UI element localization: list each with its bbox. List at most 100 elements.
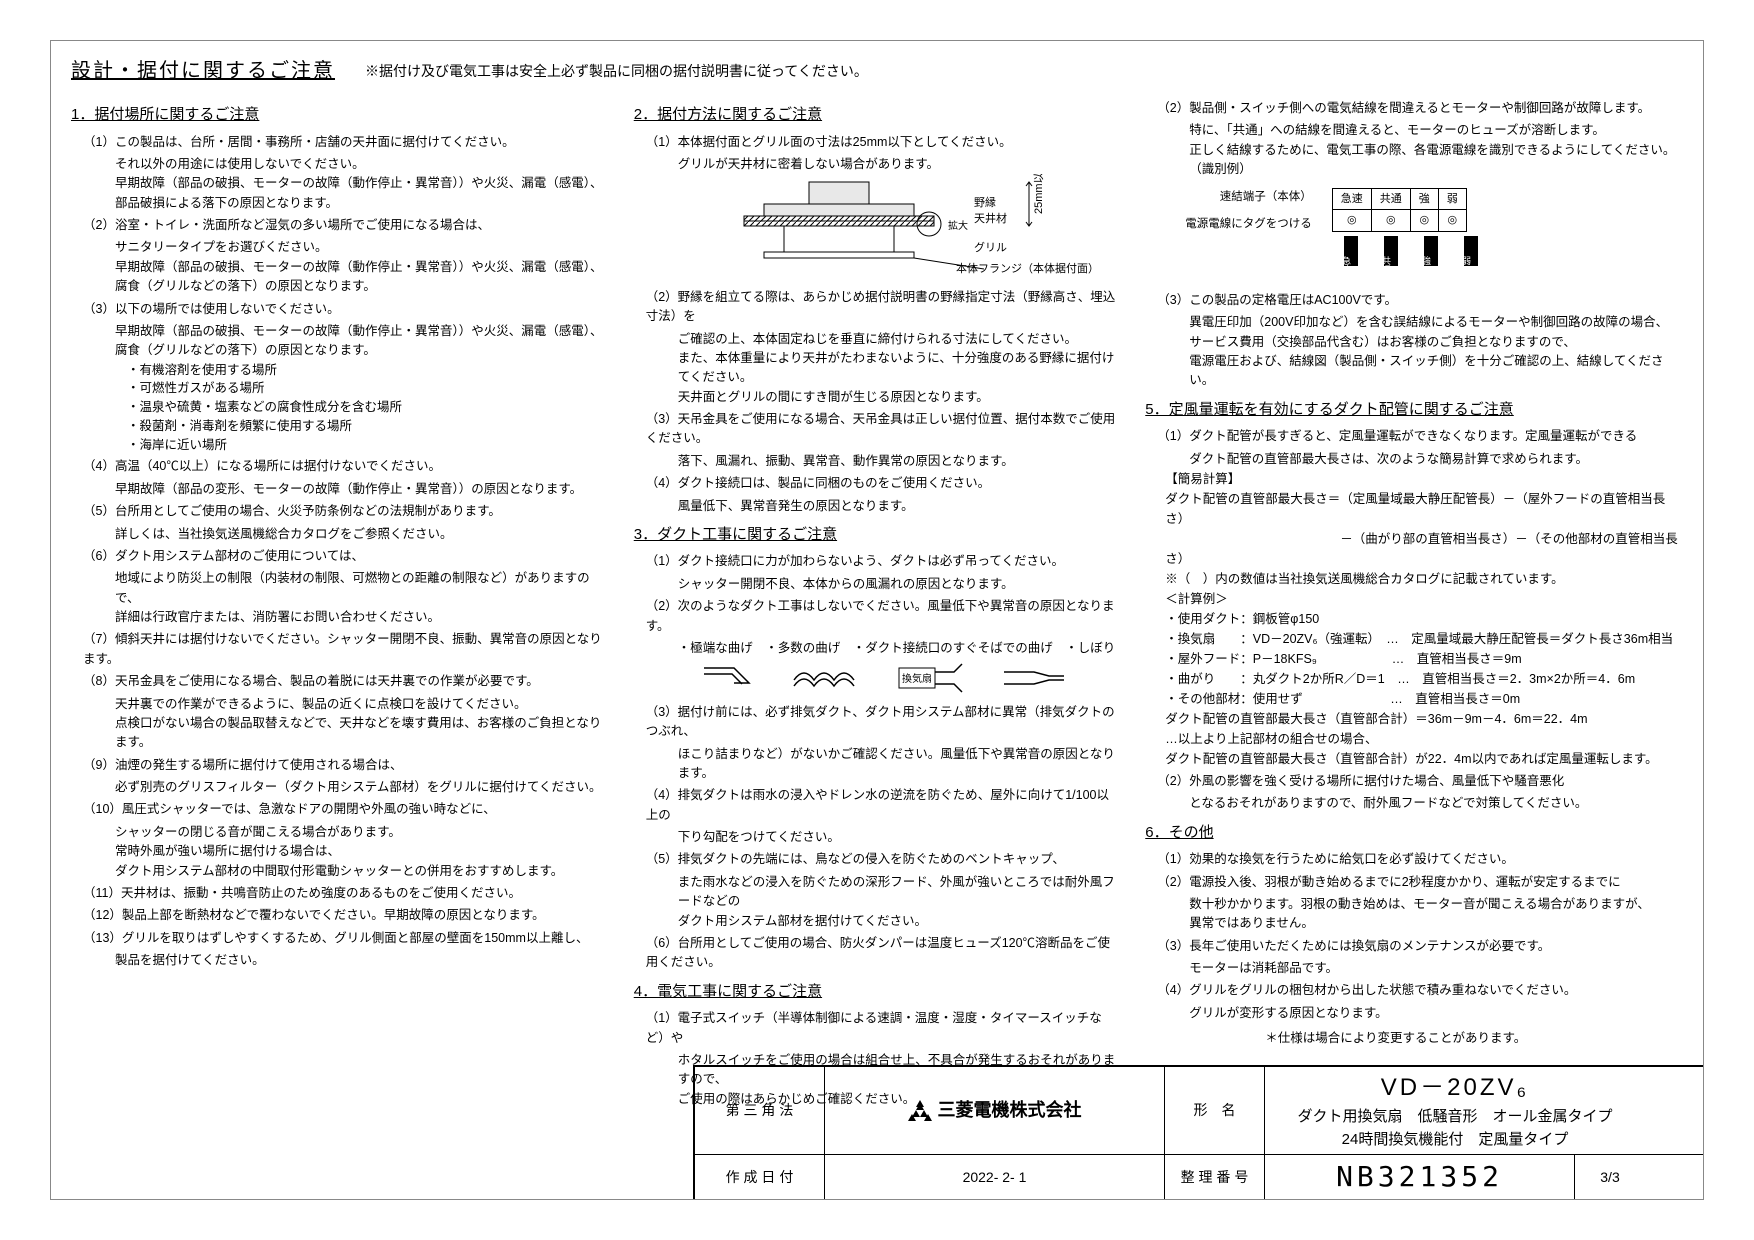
company-name: 三菱電機株式会社 <box>825 1067 1165 1154</box>
s2-i1a: グリルが天井材に密着しない場合があります。 <box>678 155 1121 174</box>
s1-i6a: 地域により防災上の制限（内装材の制限、可燃物との距離の制限など）がありますので、 <box>115 569 609 608</box>
wire-h3: 強 <box>1410 188 1438 210</box>
diag-25mm: 25mm以下 <box>1033 174 1045 214</box>
s3-i1a: シャッター開閉不良、本体からの風漏れの原因となります。 <box>678 575 1121 594</box>
s1-i1b: 早期故障（部品の破損、モーターの故障（動作停止・異常音））や火災、漏電（感電）、 <box>115 174 609 193</box>
s1-i8a: 天井裏での作業ができるように、製品の近くに点検口を設けてください。 <box>115 695 609 714</box>
projection-method: 第 三 角 法 <box>695 1067 825 1154</box>
s5-i2: （2）外風の影響を強く受ける場所に据付けた場合、風量低下や騒音悪化 <box>1157 772 1683 791</box>
s1-i3: （3）以下の場所では使用しないでください。 <box>83 300 609 319</box>
wire-h2: 共通 <box>1371 188 1410 210</box>
s1-i10b: 常時外風が強い場所に据付ける場合は、 <box>115 842 609 861</box>
s5-i1a: ダクト配管の直管部最大長さは、次のような簡易計算で求められます。 <box>1189 450 1683 469</box>
sec4-title: 4．電気工事に関するご注意 <box>634 981 1121 1004</box>
s1-i11: （11）天井材は、振動・共鳴音防止のため強度のあるものをご使用ください。 <box>83 884 609 903</box>
svg-text:強: 強 <box>1421 254 1431 265</box>
s1-i2: （2）浴室・トイレ・洗面所など湿気の多い場所でご使用になる場合は、 <box>83 216 609 235</box>
s1-i4: （4）高温（40℃以上）になる場所には据付けないでください。 <box>83 457 609 476</box>
s1-i1: （1）この製品は、台所・居間・事務所・店舗の天井面に据付けてください。 <box>83 133 609 152</box>
svg-text:急速: 急速 <box>1341 254 1351 274</box>
diag-flange: 本体フランジ（本体据付面） <box>956 261 1099 275</box>
page-number: 3/3 <box>1575 1155 1645 1199</box>
diag-ceiling: 天井材 <box>974 211 1007 225</box>
drawing-number: NB321352 <box>1265 1155 1575 1199</box>
s4-i3a: 異電圧印加（200V印加など）を含む誤結線によるモーターや制御回路の故障の場合、 <box>1189 313 1683 332</box>
s1-i3f: ・殺菌剤・消毒剤を頻繁に使用する場所 <box>127 417 609 436</box>
s1-i10c: ダクト用システム部材の中間取付形電動シャッターとの併用をおすすめします。 <box>115 862 609 881</box>
s5-i1: （1）ダクト配管が長すぎると、定風量運転ができなくなります。定風量運転ができる <box>1157 427 1683 446</box>
title-block: 第 三 角 法 三菱電機株式会社 形 名 VD－20ZV₆ ダクト用換気扇 低騒… <box>693 1065 1703 1199</box>
s2-i1: （1）本体据付面とグリル面の寸法は25mm以下としてください。 <box>646 133 1121 152</box>
diag-zoom: 拡大 <box>948 219 968 232</box>
s4-i2: （2）製品側・スイッチ側への電気結線を間違えるとモーターや制御回路が故障します。 <box>1157 99 1683 118</box>
s4-i2b: 正しく結線するために、電気工事の際、各電源電線を識別できるようにしてください。 <box>1189 141 1683 160</box>
s6-i2a: 数十秒かかります。羽根の動き始めは、モーター音が聞こえる場合がありますが、 <box>1189 895 1683 914</box>
svg-text:弱: 弱 <box>1461 255 1471 265</box>
s4-i3b: サービス費用（交換部品代含む）はお客様のご負担となりますので、 <box>1189 333 1683 352</box>
s3-i6: （6）台所用としてご使用の場合、防火ダンパーは温度ヒューズ120℃溶断品をご使用… <box>646 934 1121 973</box>
calc-block: 【簡易計算】 ダクト配管の直管部最大長さ＝（定風量域最大静圧配管長）－（屋外フー… <box>1165 469 1683 769</box>
s6-i2: （2）電源投入後、羽根が動き始めるまでに2秒程度かかり、運転が安定するまでに <box>1157 873 1683 892</box>
s1-i3c: ・有機溶剤を使用する場所 <box>127 361 609 380</box>
ex7: …以上より上記部材の組合せの場合、 <box>1165 729 1683 749</box>
type-label: 形 名 <box>1165 1067 1265 1154</box>
s1-i9: （9）油煙の発生する場所に据付けて使用される場合は、 <box>83 756 609 775</box>
wiring-tags-icon: 急速 共通 強 弱 <box>1332 232 1502 277</box>
duct-bend-icons: 換気扇 <box>694 658 1094 694</box>
s1-i13a: 製品を据付けてください。 <box>115 951 609 970</box>
s1-i3g: ・海岸に近い場所 <box>127 436 609 455</box>
s1-i1a: それ以外の用途には使用しないでください。 <box>115 155 609 174</box>
s1-i8b: 点検口がない場合の製品取替えなどで、天井などを壊す費用は、お客様のご負担となりま… <box>115 714 609 753</box>
model-number: VD－20ZV₆ <box>1381 1070 1529 1106</box>
s1-i3a: 早期故障（部品の破損、モーターの故障（動作停止・異常音））や火災、漏電（感電）、 <box>115 322 609 341</box>
sec6-title: 6．その他 <box>1145 822 1683 845</box>
s2-i3: （3）天吊金具をご使用になる場合、天吊金具は正しい据付位置、据付本数でご使用くだ… <box>646 410 1121 449</box>
s1-i2c: 腐食（グリルなどの落下）の原因となります。 <box>115 277 609 296</box>
s1-i2b: 早期故障（部品の破損、モーターの故障（動作停止・異常音））や火災、漏電（感電）、 <box>115 258 609 277</box>
ex-title: ＜計算例＞ <box>1165 589 1683 609</box>
s6-i4: （4）グリルをグリルの梱包材から出した状態で積み重ねないでください。 <box>1157 981 1683 1000</box>
s6-i3a: モーターは消耗部品です。 <box>1189 959 1683 978</box>
ex3: ・屋外フード：P－18KFS₉ … 直管相当長さ＝9m <box>1165 649 1683 669</box>
s3-i5b: ダクト用システム部材を据付けてください。 <box>678 912 1121 931</box>
sec2-title: 2．据付方法に関するご注意 <box>634 104 1121 127</box>
s3-i1: （1）ダクト接続口に力が加わらないよう、ダクトは必ず吊ってください。 <box>646 552 1121 571</box>
wiring-table: 急速 共通 強 弱 ◎◎◎◎ <box>1332 188 1467 232</box>
s1-i12: （12）製品上部を断熱材などで覆わないでください。早期故障の原因となります。 <box>83 906 609 925</box>
s1-i3b: 腐食（グリルなどの落下）の原因となります。 <box>115 341 609 360</box>
s2-i3a: 落下、風漏れ、振動、異常音、動作異常の原因となります。 <box>678 452 1121 471</box>
mounting-diagram: 拡大 野縁 天井材 グリル 本体フランジ（本体据付面） 25mm以下 <box>724 174 1104 279</box>
ex8: ダクト配管の直管部最大長さ（直管部合計）が22．4m以内であれば定風量運転します… <box>1165 749 1683 769</box>
ex4: ・曲がり ：丸ダクト2か所R／D＝1 … 直管相当長さ＝2．3m×2か所＝4．6… <box>1165 669 1683 689</box>
s1-i9a: 必ず別売のグリスフィルター（ダクト用システム部材）をグリルに据付けてください。 <box>115 778 609 797</box>
calc2: －（曲がり部の直管相当長さ）－（その他部材の直管相当長さ） <box>1165 529 1683 569</box>
s6-i3: （3）長年ご使用いただくためには換気扇のメンテナンスが必要です。 <box>1157 937 1683 956</box>
s3-i3a: ほこり詰まりなど）がないかご確認ください。風量低下や異常音の原因となります。 <box>678 745 1121 784</box>
s4-i3: （3）この製品の定格電圧はAC100Vです。 <box>1157 291 1683 310</box>
s3-i3: （3）据付け前には、必ず排気ダクト、ダクト用システム部材に異常（排気ダクトのつぶ… <box>646 703 1121 742</box>
s1-i8: （8）天吊金具をご使用になる場合、製品の着脱には天井裏での作業が必要です。 <box>83 672 609 691</box>
diag-nobuchi: 野縁 <box>974 195 996 209</box>
column-1: 1．据付場所に関するご注意 （1）この製品は、台所・居間・事務所・店舗の天井面に… <box>71 96 609 1109</box>
type-value: VD－20ZV₆ ダクト用換気扇 低騒音形 オール金属タイプ 24時間換気機能付… <box>1265 1067 1645 1154</box>
diag-grill: グリル <box>974 240 1007 254</box>
s3-i2a: ・極端な曲げ ・多数の曲げ ・ダクト接続口のすぐそばでの曲げ ・しぼり <box>678 639 1121 658</box>
s2-i2a: ご確認の上、本体固定ねじを垂直に締付けられる寸法にしてください。 <box>678 330 1121 349</box>
number-label: 整 理 番 号 <box>1165 1155 1265 1199</box>
company-text: 三菱電機株式会社 <box>938 1097 1082 1124</box>
s6-i2b: 異常ではありません。 <box>1189 914 1683 933</box>
ex6: ダクト配管の直管部最大長さ（直管部合計）＝36m－9m－4．6m＝22．4m <box>1165 709 1683 729</box>
page-frame: 設計・据付に関するご注意 ※据付け及び電気工事は安全上必ず製品に同梱の据付説明書… <box>50 40 1704 1200</box>
s4-i2c: （識別例） <box>1189 160 1683 179</box>
column-3: （2）製品側・スイッチ側への電気結線を間違えるとモーターや制御回路が故障します。… <box>1145 96 1683 1109</box>
s1-i4a: 早期故障（部品の変形、モーターの故障（動作停止・異常音））の原因となります。 <box>115 480 609 499</box>
s3-i4: （4）排気ダクトは雨水の浸入やドレン水の逆流を防ぐため、屋外に向けて1/100以… <box>646 786 1121 825</box>
s2-i2c: 天井面とグリルの間にすき間が生じる原因となります。 <box>678 388 1121 407</box>
wiring-diagram: 速結端子（本体） 電源電線にタグをつける 急速 共通 強 弱 ◎◎◎◎ <box>1185 184 1663 283</box>
header: 設計・据付に関するご注意 ※据付け及び電気工事は安全上必ず製品に同梱の据付説明書… <box>71 56 1683 86</box>
calc-title: 【簡易計算】 <box>1165 469 1683 489</box>
s4-i2a: 特に、「共通」への結線を間違えると、モーターのヒューズが溶断します。 <box>1189 121 1683 140</box>
s3-i5: （5）排気ダクトの先端には、鳥などの侵入を防ぐためのベントキャップ、 <box>646 850 1121 869</box>
content-columns: 1．据付場所に関するご注意 （1）この製品は、台所・居間・事務所・店舗の天井面に… <box>71 96 1683 1109</box>
spec-note: ＊仕様は場合により変更することがあります。 <box>1265 1029 1683 1048</box>
